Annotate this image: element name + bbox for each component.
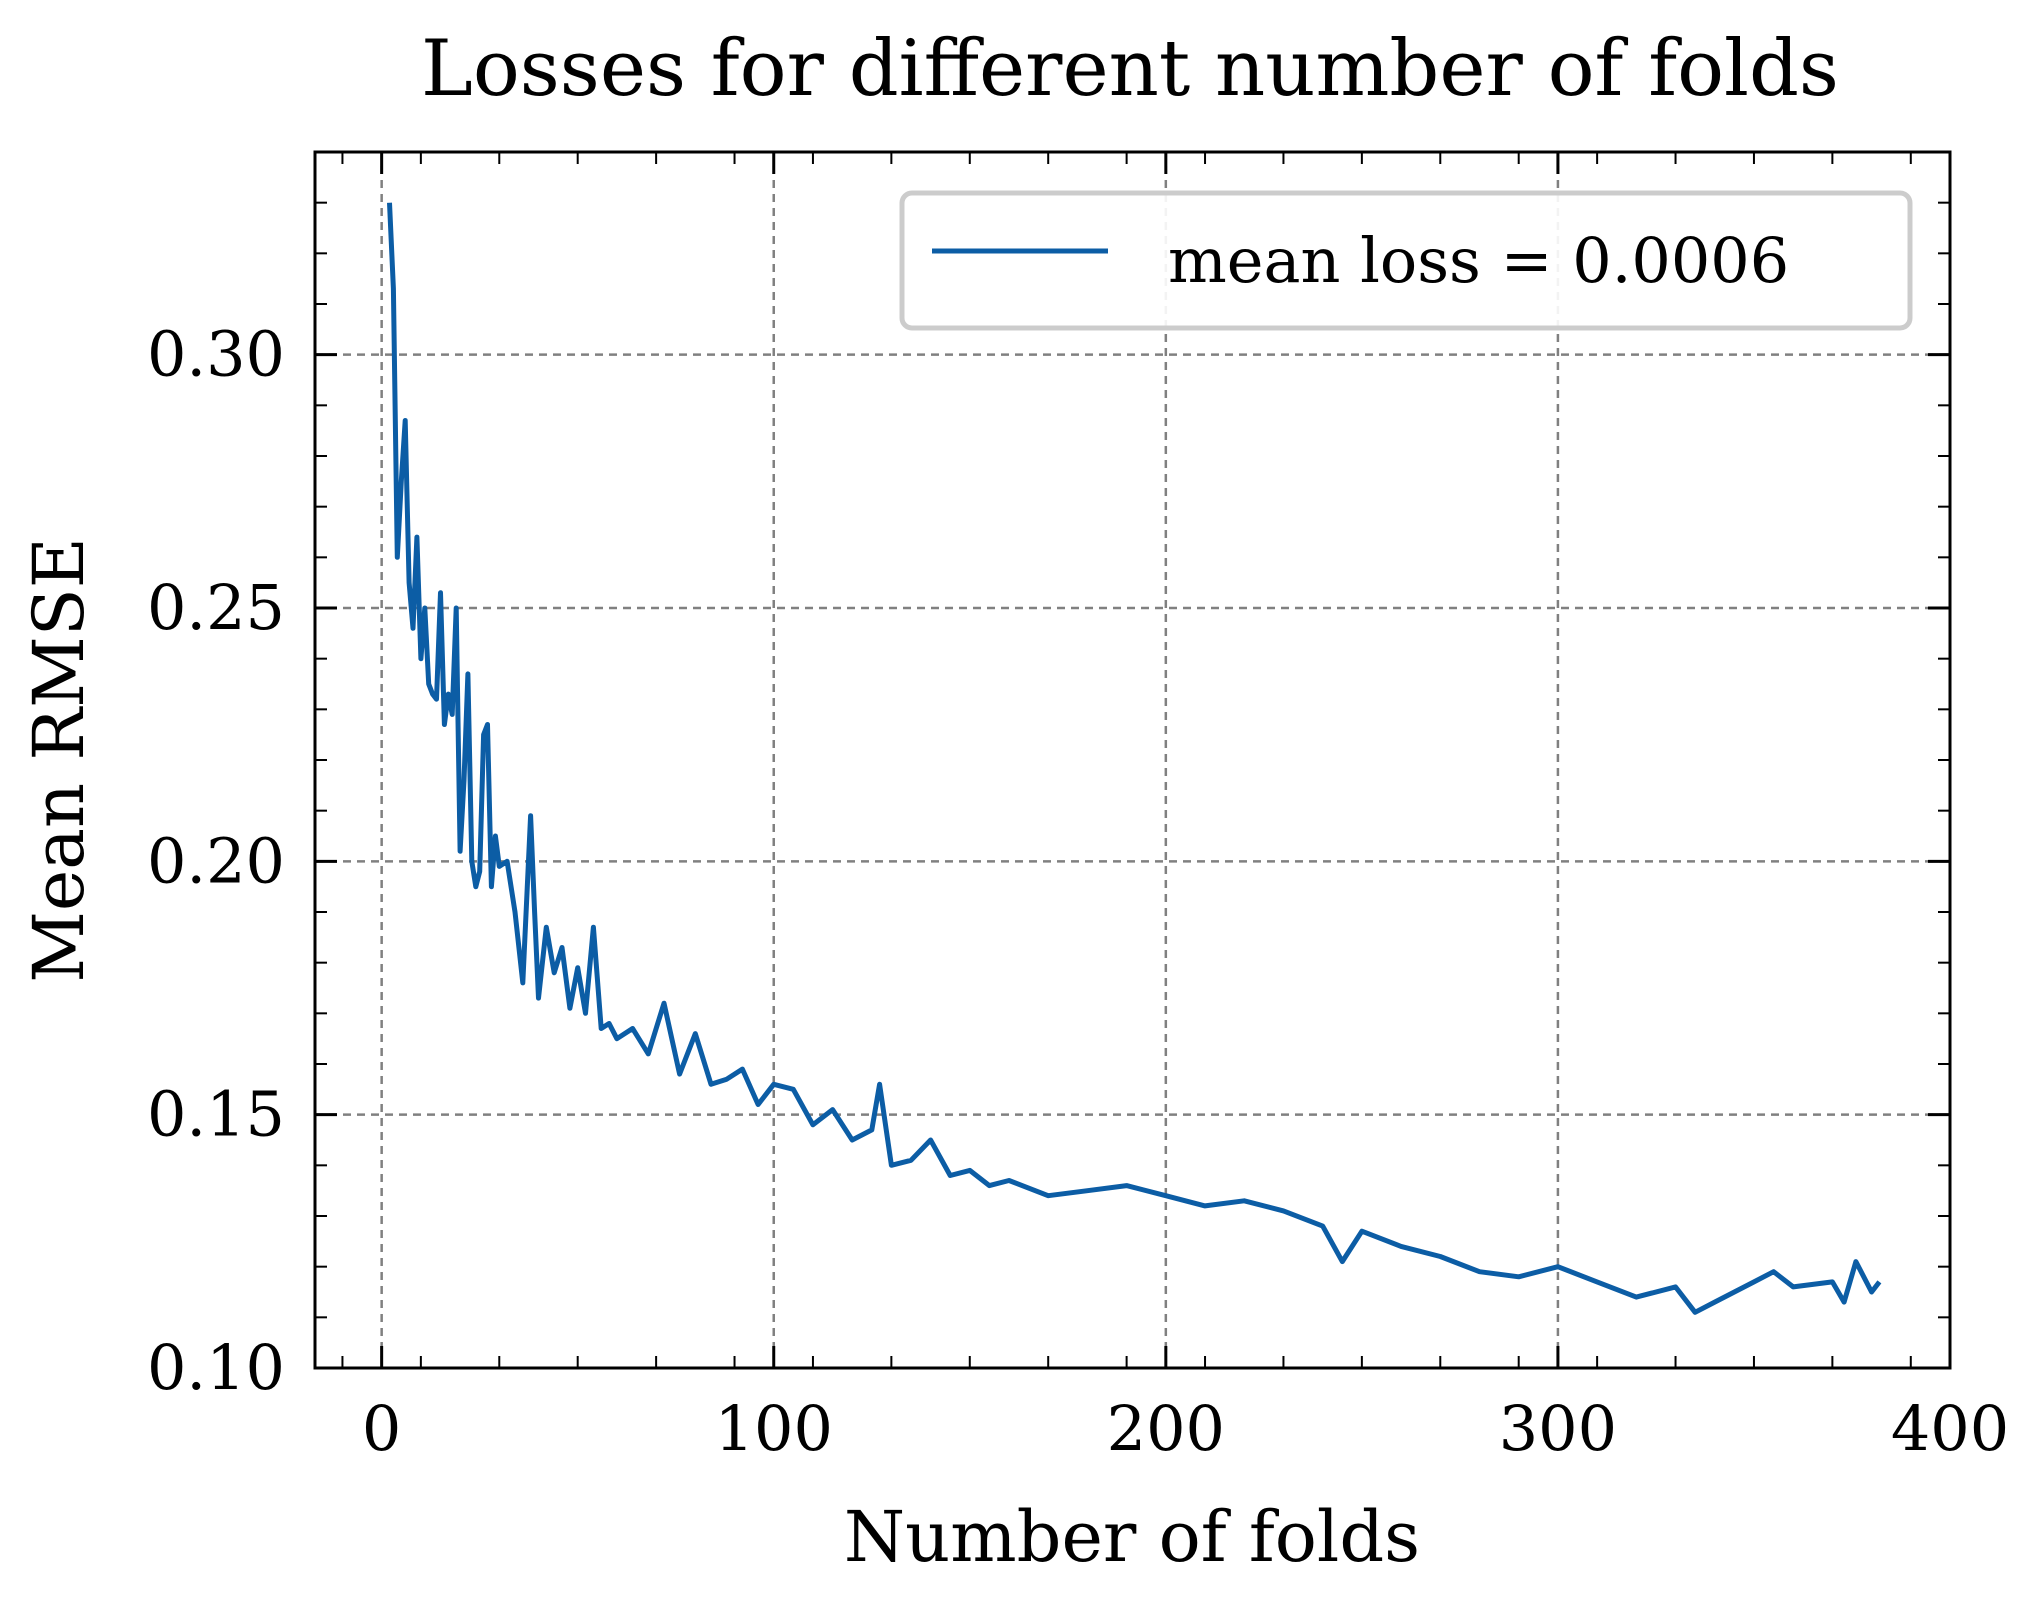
legend-box [899,190,1913,331]
y-axis-label: Mean RMSE [18,537,100,983]
series-line [387,202,1882,1315]
y-tick-label: 0.25 [147,571,285,644]
chart-title: Losses for different number of folds [421,24,1839,114]
series-layer [387,202,1882,1315]
x-axis-label: Number of folds [844,1496,1420,1578]
x-tick-label: 0 [362,1392,401,1465]
x-tick-label: 300 [1499,1392,1617,1465]
x-tick-label: 200 [1107,1392,1225,1465]
y-tick-label: 0.10 [147,1331,285,1404]
legend-label: mean loss = 0.0006 [1168,224,1789,297]
y-tick-label: 0.30 [147,318,285,391]
y-tick-label: 0.15 [147,1078,285,1151]
x-tick-label: 400 [1891,1392,2009,1465]
tick-layer: 0 100 200 300 400 0.10 0.15 0.20 0.25 0.30 [147,151,2009,1465]
legend: mean loss = 0.0006 [899,190,1913,331]
y-tick-label: 0.20 [147,824,285,897]
x-tick-label: 100 [715,1392,833,1465]
